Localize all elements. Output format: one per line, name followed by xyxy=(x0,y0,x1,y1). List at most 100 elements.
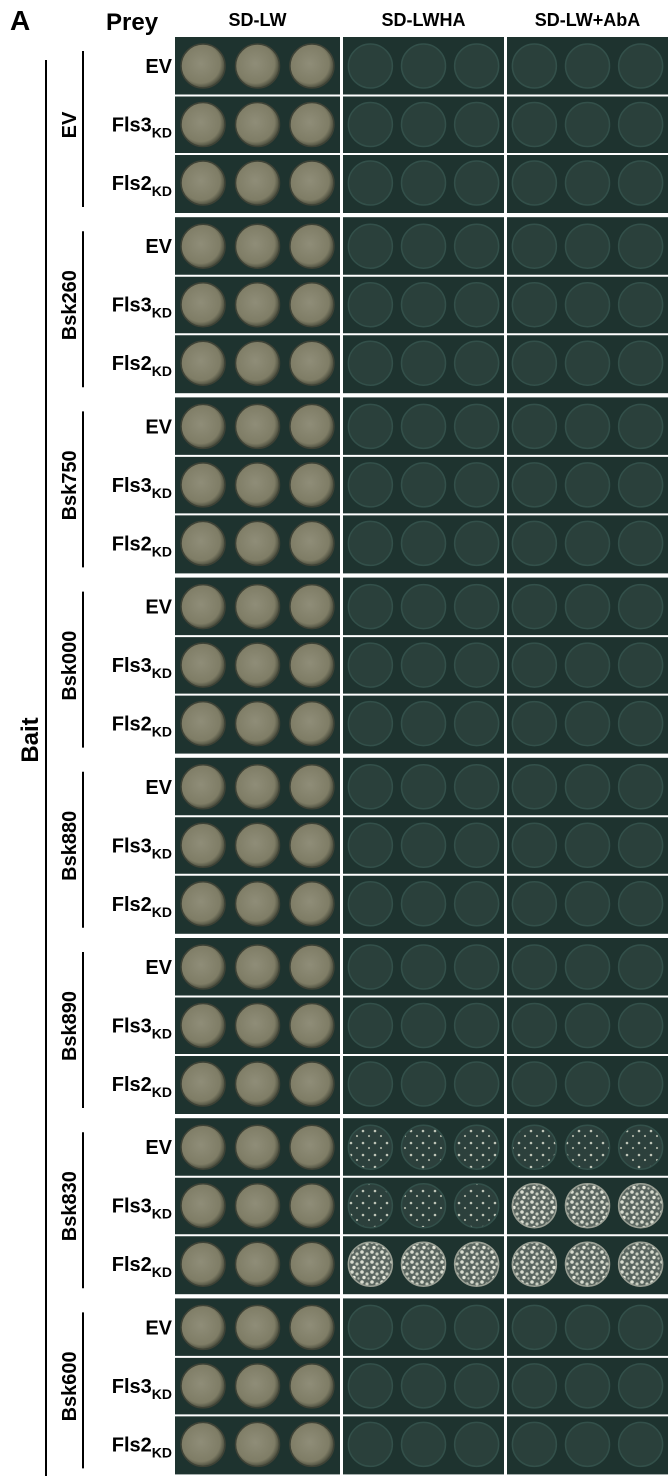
colony xyxy=(512,702,556,746)
colony xyxy=(181,1004,225,1048)
prey-main: Fls3 xyxy=(112,655,152,677)
colony xyxy=(512,882,556,926)
colony xyxy=(348,585,392,629)
colony xyxy=(181,882,225,926)
colony xyxy=(181,224,225,268)
prey-name: EV xyxy=(145,957,172,979)
colony xyxy=(402,1004,446,1048)
colony xyxy=(455,1364,499,1408)
colony xyxy=(619,1004,663,1048)
colony xyxy=(348,44,392,88)
prey-name: Fls3KD xyxy=(112,835,172,861)
prey-sub: KD xyxy=(152,1026,172,1042)
colony xyxy=(512,341,556,385)
colony xyxy=(348,1062,392,1106)
colony xyxy=(566,521,610,565)
colony xyxy=(619,1422,663,1466)
colony xyxy=(181,702,225,746)
colony xyxy=(290,283,334,327)
colony xyxy=(181,585,225,629)
colony xyxy=(619,1305,663,1349)
colony xyxy=(455,341,499,385)
prey-name: Fls2KD xyxy=(112,353,172,379)
colony xyxy=(619,1242,663,1286)
prey-name: Fls3KD xyxy=(112,1016,172,1042)
colony xyxy=(348,1184,392,1228)
colony xyxy=(619,521,663,565)
prey-main: Fls3 xyxy=(112,1016,152,1038)
prey-name: EV xyxy=(145,236,172,258)
prey-sub: KD xyxy=(152,665,172,681)
colony xyxy=(455,643,499,687)
colony xyxy=(512,823,556,867)
colony xyxy=(348,1125,392,1169)
colony xyxy=(566,161,610,205)
prey-main: Fls3 xyxy=(112,1196,152,1218)
colony xyxy=(348,1305,392,1349)
colony xyxy=(619,224,663,268)
prey-main: EV xyxy=(145,1137,172,1159)
colony xyxy=(566,1242,610,1286)
colony xyxy=(290,1305,334,1349)
colony xyxy=(290,1004,334,1048)
prey-sub: KD xyxy=(152,845,172,861)
colony xyxy=(181,283,225,327)
colony xyxy=(181,1364,225,1408)
colony xyxy=(402,882,446,926)
colony xyxy=(290,585,334,629)
colony xyxy=(402,463,446,507)
colony xyxy=(348,404,392,448)
prey-name: Fls3KD xyxy=(112,1196,172,1222)
colony xyxy=(402,1305,446,1349)
colony xyxy=(348,643,392,687)
colony xyxy=(348,823,392,867)
colony xyxy=(512,1125,556,1169)
colony xyxy=(236,882,280,926)
colony xyxy=(290,1125,334,1169)
colony xyxy=(455,404,499,448)
colony xyxy=(402,1184,446,1228)
colony xyxy=(566,1422,610,1466)
colony xyxy=(619,823,663,867)
colony xyxy=(619,1184,663,1228)
colony xyxy=(402,44,446,88)
prey-sub: KD xyxy=(152,724,172,740)
colony xyxy=(290,103,334,147)
colony xyxy=(348,1422,392,1466)
colony xyxy=(455,224,499,268)
colony xyxy=(619,1062,663,1106)
prey-main: EV xyxy=(145,1317,172,1339)
colony xyxy=(455,283,499,327)
colony xyxy=(236,521,280,565)
colony xyxy=(236,823,280,867)
colony xyxy=(290,1184,334,1228)
colony xyxy=(566,224,610,268)
colony xyxy=(290,823,334,867)
colony xyxy=(402,1062,446,1106)
colony xyxy=(290,1062,334,1106)
colony xyxy=(619,463,663,507)
prey-name: Fls3KD xyxy=(112,115,172,141)
prey-sub: KD xyxy=(152,485,172,501)
column-header: SD-LWHA xyxy=(382,10,466,30)
prey-name: Fls3KD xyxy=(112,475,172,501)
bait-name: EV xyxy=(59,111,81,138)
prey-main: Fls2 xyxy=(112,1254,152,1276)
colony xyxy=(181,1062,225,1106)
colony xyxy=(619,945,663,989)
colony xyxy=(566,585,610,629)
colony xyxy=(455,585,499,629)
colony xyxy=(619,1125,663,1169)
colony xyxy=(290,1242,334,1286)
colony xyxy=(402,341,446,385)
colony xyxy=(236,585,280,629)
colony xyxy=(402,1125,446,1169)
prey-name: Fls3KD xyxy=(112,295,172,321)
colony xyxy=(348,1242,392,1286)
prey-main: Fls3 xyxy=(112,1376,152,1398)
colony xyxy=(402,161,446,205)
bait-name: Bsk750 xyxy=(59,450,81,520)
colony xyxy=(348,161,392,205)
colony xyxy=(348,224,392,268)
colony xyxy=(455,945,499,989)
